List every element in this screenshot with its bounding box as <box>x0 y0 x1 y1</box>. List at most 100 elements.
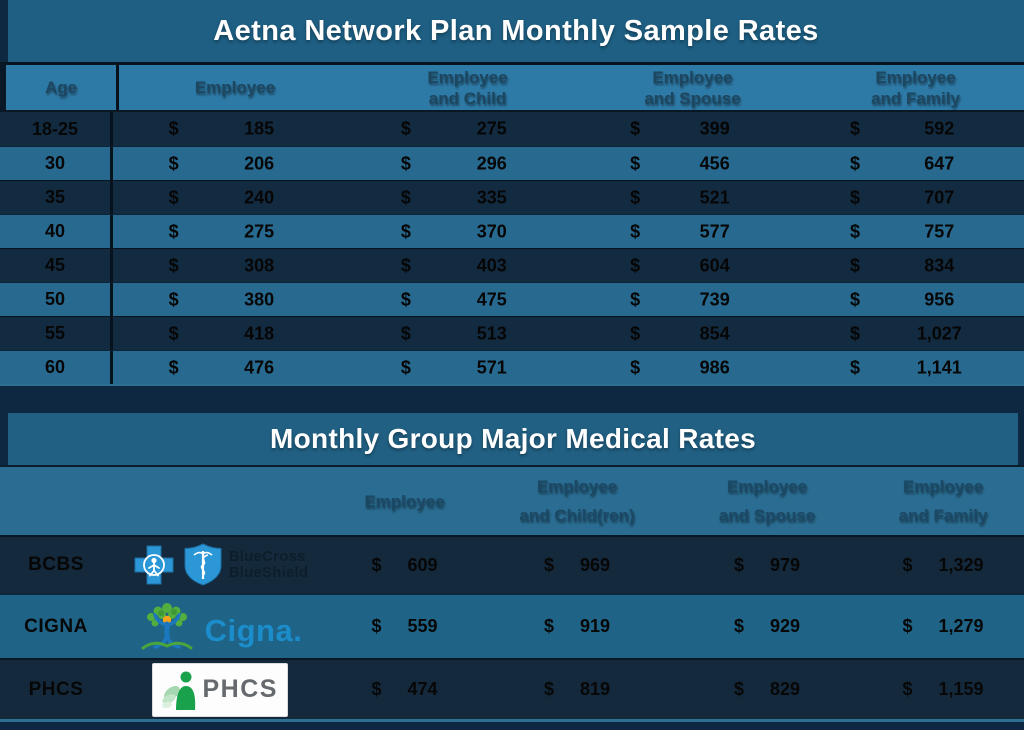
currency-symbol: $ <box>400 289 411 309</box>
age-cell: 18-25 <box>0 112 113 146</box>
rate-value: 919 <box>579 616 611 636</box>
rate-value: 1,279 <box>938 616 984 636</box>
currency-symbol: $ <box>902 554 913 575</box>
age-value: 35 <box>44 187 66 207</box>
family-rate-cell: $707 <box>795 181 1024 214</box>
spouse-rate-cell: $399 <box>578 112 795 146</box>
age-value: 45 <box>44 255 66 275</box>
rate-value: 757 <box>924 221 955 241</box>
rate-value: 240 <box>244 187 275 207</box>
age-rate-row: 18-25 $185 $275 $399 $592 <box>0 112 1024 146</box>
currency-symbol: $ <box>371 554 382 575</box>
currency-symbol: $ <box>168 221 179 241</box>
currency-symbol: $ <box>400 323 411 343</box>
currency-symbol: $ <box>849 323 860 343</box>
currency-symbol: $ <box>400 357 411 377</box>
age-rate-row: 35 $240 $335 $521 $707 <box>0 180 1024 214</box>
family-rate-cell: $834 <box>795 249 1024 282</box>
spouse-rate-cell: $456 <box>578 147 795 180</box>
spouse-rate-cell: $604 <box>578 249 795 282</box>
currency-symbol: $ <box>400 187 411 207</box>
age-rate-row: 55 $418 $513 $854 $1,027 <box>0 316 1024 350</box>
currency-symbol: $ <box>630 221 641 241</box>
rate-value: 335 <box>476 187 507 207</box>
employee-rate-cell: $275 <box>113 215 345 248</box>
rate-value: 370 <box>476 221 507 241</box>
family-rate-cell: $1,027 <box>795 317 1024 350</box>
rate-value: 592 <box>924 118 955 139</box>
rate-value: 929 <box>769 616 801 636</box>
family-rate-cell: $757 <box>795 215 1024 248</box>
currency-symbol: $ <box>733 679 744 699</box>
employee-rate-cell: $380 <box>113 283 345 316</box>
bcbs-wordmark-line1: BlueCross <box>228 548 306 565</box>
age-rate-row: 60 $476 $571 $986 $1,141 <box>0 350 1024 384</box>
rate-value: 399 <box>699 118 730 139</box>
currency-symbol: $ <box>168 255 179 275</box>
employee-rate-cell: $418 <box>113 317 345 350</box>
child-rate-cell: $403 <box>345 249 578 282</box>
cigna-logo-cell: Cigna. <box>112 600 327 654</box>
rate-value: 739 <box>699 289 730 309</box>
rate-value: 647 <box>924 153 955 173</box>
rate-value: 571 <box>476 357 507 377</box>
rate-value: 296 <box>476 153 507 173</box>
rate-value: 275 <box>476 118 507 139</box>
header-age: Age <box>6 65 119 110</box>
rate-value: 1,159 <box>938 679 984 699</box>
rate-value: 609 <box>407 554 438 575</box>
spouse-rate-cell: $521 <box>578 181 795 214</box>
cigna-logo: Cigna. <box>137 600 303 654</box>
currency-symbol: $ <box>849 357 860 377</box>
carrier-name: CIGNA <box>24 615 88 637</box>
employee-rate-cell: $185 <box>113 112 345 146</box>
rate-value: 969 <box>579 554 611 575</box>
child-rate-cell: $275 <box>345 112 578 146</box>
bottom-accent-line <box>0 719 1024 722</box>
age-cell: 60 <box>0 351 113 384</box>
currency-symbol: $ <box>733 554 744 575</box>
rate-value: 559 <box>407 616 438 636</box>
rate-value: 1,027 <box>916 323 962 343</box>
rate-value: 956 <box>924 289 955 309</box>
child-rate-cell: $513 <box>345 317 578 350</box>
currency-symbol: $ <box>168 118 179 139</box>
bluecross-cross-icon <box>134 545 174 585</box>
header2-employee-family: Employee and Family <box>898 477 988 525</box>
currency-symbol: $ <box>849 289 860 309</box>
currency-symbol: $ <box>168 323 179 343</box>
currency-symbol: $ <box>630 187 641 207</box>
group-table-header: Employee Employee and Child(ren) Employe… <box>0 465 1024 535</box>
age-rate-row: 50 $380 $475 $739 $956 <box>0 282 1024 316</box>
bottom-strip <box>0 722 1024 730</box>
currency-symbol: $ <box>400 153 411 173</box>
rate-value: 986 <box>699 357 730 377</box>
cigna-wordmark: Cigna. <box>204 612 303 648</box>
spouse-rate-cell: $739 <box>578 283 795 316</box>
family-rate-cell: $1,141 <box>795 351 1024 384</box>
cigna-tree-icon <box>141 602 193 649</box>
phcs-people-icon <box>161 671 195 710</box>
child-rate-cell: $475 <box>345 283 578 316</box>
cigna-child-rate: $ 919 <box>482 616 672 637</box>
header-spacer-logo <box>112 467 327 535</box>
child-rate-cell: $370 <box>345 215 578 248</box>
rate-value: 604 <box>699 255 730 275</box>
aetna-table-header: Age Employee Employee and Child Employee… <box>0 62 1024 112</box>
age-cell: 55 <box>0 317 113 350</box>
age-cell: 50 <box>0 283 113 316</box>
employee-rate-cell: $476 <box>113 351 345 384</box>
rate-value: 418 <box>244 323 275 343</box>
family-rate-cell: $647 <box>795 147 1024 180</box>
age-value: 40 <box>44 221 66 241</box>
spouse-rate-cell: $854 <box>578 317 795 350</box>
rate-value: 275 <box>244 221 275 241</box>
currency-symbol: $ <box>630 289 641 309</box>
rate-value: 513 <box>476 323 507 343</box>
currency-symbol: $ <box>168 187 179 207</box>
child-rate-cell: $296 <box>345 147 578 180</box>
carrier-name: PHCS <box>28 678 84 700</box>
aetna-title-band: Aetna Network Plan Monthly Sample Rates <box>8 0 1024 62</box>
header2-employee-spouse: Employee and Spouse <box>718 477 816 525</box>
bcbs-child-rate: $ 969 <box>482 555 672 576</box>
